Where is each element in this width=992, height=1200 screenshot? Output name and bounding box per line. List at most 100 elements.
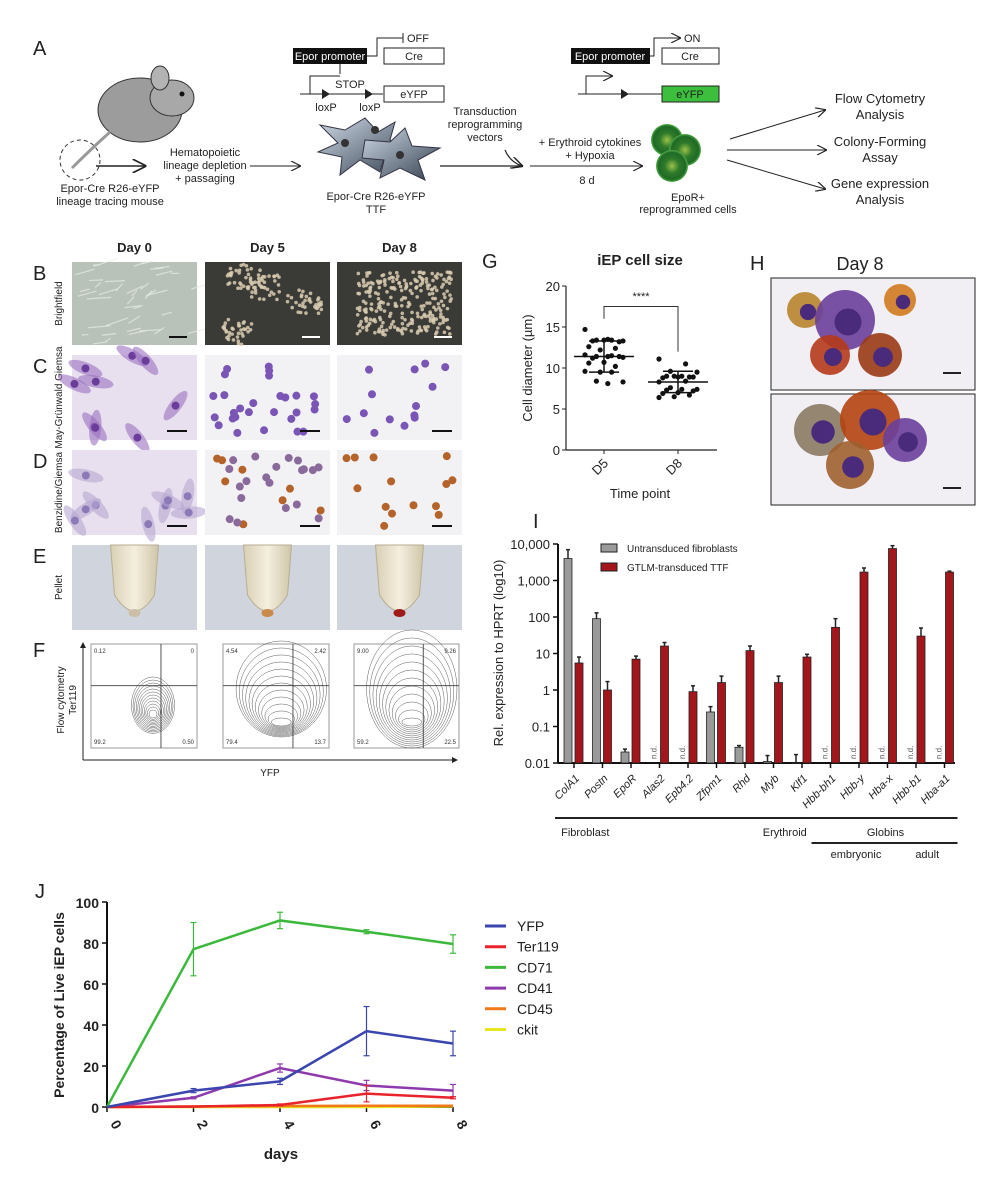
legend-swatch bbox=[600, 543, 618, 553]
row-label: Benzidine/Giemsa bbox=[54, 451, 65, 533]
y-tick-label: 0.01 bbox=[525, 756, 550, 771]
scale-bar bbox=[943, 487, 961, 489]
y-axis-label: Percentage of Live iEP cells bbox=[51, 912, 67, 1098]
micrograph-e-day0 bbox=[72, 544, 197, 630]
column-header: Day 0 bbox=[117, 240, 152, 255]
panel-label-j: J bbox=[35, 881, 45, 903]
microscopy-grid: Day 0 Day 5 Day 8 B Brightfield C May-Grünwald… bbox=[33, 240, 462, 779]
y-tick-label: 40 bbox=[83, 1018, 99, 1034]
x-tick-label: Hba-a1 bbox=[919, 773, 953, 807]
micrograph-d-day0 bbox=[63, 450, 207, 542]
x-tick-label: Myb bbox=[758, 773, 781, 796]
x-tick-label: 4 bbox=[280, 1117, 298, 1132]
significance-label: **** bbox=[632, 291, 650, 303]
quadrant-value: 0.12 bbox=[94, 649, 106, 655]
data-point bbox=[683, 378, 689, 384]
analysis-output-label: Assay bbox=[862, 150, 898, 165]
svg-text:eYFP: eYFP bbox=[676, 89, 704, 101]
cells-caption: reprogrammed cells bbox=[639, 204, 737, 216]
quadrant-value: 22.5 bbox=[444, 740, 456, 746]
y-axis-label: Cell diameter (µm) bbox=[520, 314, 535, 421]
panel-label-d: D bbox=[33, 451, 47, 473]
bar bbox=[563, 558, 573, 764]
y-tick-label: 100 bbox=[528, 610, 550, 625]
x-tick-label: Klf1 bbox=[788, 773, 810, 795]
bar bbox=[660, 645, 669, 764]
group-label: embryonic bbox=[831, 849, 882, 861]
micrograph-e-day5 bbox=[205, 544, 330, 630]
ttf-caption: TTF bbox=[366, 204, 386, 216]
panel-label-h: H bbox=[750, 253, 764, 275]
chart-j-surface-markers: J 0 20 40 60 80 100 0 2 4 6 8 days Percentage of Live… bbox=[35, 881, 559, 1163]
y-tick-label: 20 bbox=[546, 279, 560, 294]
data-point bbox=[694, 369, 700, 375]
data-point bbox=[605, 380, 611, 387]
legend-label: ckit bbox=[517, 1022, 538, 1038]
x-tick-label: Rhd bbox=[730, 772, 753, 795]
bar bbox=[574, 662, 584, 764]
mouse-caption: Epor-Cre R26-eYFP bbox=[60, 183, 159, 195]
reprogrammed-cells-illustration bbox=[651, 124, 701, 182]
legend-label: Untransduced fibroblasts bbox=[627, 544, 738, 555]
svg-text:Cre: Cre bbox=[681, 51, 699, 63]
data-point bbox=[586, 360, 592, 366]
panel-a-schematic: A Epor-Cre R26-eYFP lineage tracing mous… bbox=[33, 33, 929, 216]
y-tick-label: 80 bbox=[83, 936, 99, 952]
analysis-output-label: Colony-Forming bbox=[834, 134, 926, 149]
step-text: + Erythroid cytokines bbox=[539, 137, 642, 149]
micrograph-c-day0 bbox=[58, 345, 197, 453]
panel-label-i: I bbox=[533, 511, 539, 533]
flow-plot-day8: 9.00 9.26 59.2 22.5 bbox=[353, 629, 460, 749]
y-tick-label: 1 bbox=[543, 683, 550, 698]
analysis-output-label: Analysis bbox=[856, 192, 905, 207]
panel-label-a: A bbox=[33, 38, 47, 60]
not-detected-label: n.d. bbox=[906, 746, 915, 759]
quadrant-value: 4.54 bbox=[226, 649, 238, 655]
data-point bbox=[664, 387, 670, 393]
bar bbox=[745, 650, 755, 764]
quadrant-value: 79.4 bbox=[226, 740, 238, 746]
data-point bbox=[671, 394, 677, 400]
bar bbox=[945, 571, 954, 764]
micrograph-d-day8 bbox=[337, 450, 462, 535]
micrograph-e-day8 bbox=[337, 544, 462, 630]
y-tick-label: 5 bbox=[553, 402, 560, 417]
row-label: May-Grünwald Giemsa bbox=[54, 346, 65, 449]
scale-bar bbox=[432, 430, 452, 432]
construct-on: Epor promoter Cre ON eYFP bbox=[571, 33, 720, 103]
bar bbox=[688, 691, 698, 764]
scale-bar bbox=[169, 336, 187, 338]
x-tick-label: 2 bbox=[194, 1117, 212, 1132]
ttf-caption: Epor-Cre R26-eYFP bbox=[326, 191, 425, 203]
step-text: Transduction bbox=[453, 106, 516, 118]
cell-pellet bbox=[261, 609, 274, 617]
quadrant-value: 13.7 bbox=[314, 740, 326, 746]
micrograph-b-day0 bbox=[72, 257, 208, 345]
scale-bar bbox=[943, 372, 961, 374]
legend-label: Ter119 bbox=[517, 939, 559, 955]
svg-text:Cre: Cre bbox=[405, 51, 423, 63]
analysis-output-label: Analysis bbox=[856, 107, 905, 122]
group-label: Erythroid bbox=[763, 827, 807, 839]
flow-y-axis-label: Ter119 bbox=[68, 685, 79, 715]
legend-label: YFP bbox=[517, 918, 544, 934]
bar bbox=[706, 711, 715, 764]
analysis-output-label: Gene expression bbox=[831, 176, 929, 191]
y-tick-label: 60 bbox=[83, 977, 99, 993]
svg-text:ON: ON bbox=[684, 33, 701, 45]
row-label: Pellet bbox=[54, 575, 65, 600]
y-tick-label: 100 bbox=[76, 895, 100, 911]
data-point bbox=[660, 390, 666, 397]
bar bbox=[763, 761, 772, 764]
data-point bbox=[582, 326, 588, 333]
svg-text:eYFP: eYFP bbox=[400, 89, 428, 101]
panel-h-title: Day 8 bbox=[836, 254, 883, 274]
cell-pellet bbox=[393, 609, 406, 617]
cytospin-images bbox=[770, 277, 976, 506]
data-point bbox=[597, 347, 603, 353]
data-point bbox=[593, 378, 600, 384]
data-point bbox=[660, 375, 666, 381]
series-line-cd41 bbox=[106, 1066, 454, 1109]
x-tick-label: 0 bbox=[107, 1117, 125, 1132]
